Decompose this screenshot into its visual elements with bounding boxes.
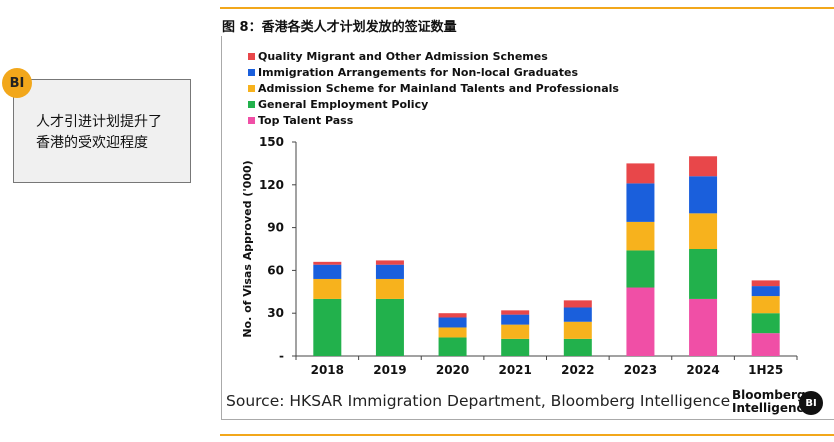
bar-segment	[689, 249, 718, 299]
legend-label: Quality Migrant and Other Admission Sche…	[258, 50, 548, 64]
bar-segment	[751, 296, 780, 314]
y-tick-label: 120	[259, 178, 284, 192]
bar-segment	[313, 264, 342, 279]
bloomberg-logo-text: Bloomberg Intelligence	[732, 389, 812, 415]
figure-title: 图 8：香港各类人才计划发放的签证数量	[222, 20, 457, 35]
bloomberg-bi-badge-icon: BI	[799, 391, 823, 415]
legend-item: Top Talent Pass	[248, 112, 619, 128]
y-tick-label: 60	[267, 263, 284, 277]
bar-segment	[751, 280, 780, 287]
bar-segment	[563, 307, 592, 322]
bar-segment	[438, 317, 467, 328]
bar-segment	[438, 313, 467, 318]
x-tick-label: 2020	[436, 363, 469, 377]
bar-segment	[375, 278, 404, 299]
bar-segment	[751, 333, 780, 356]
x-tick-label: 2019	[373, 363, 406, 377]
top-divider	[220, 7, 834, 9]
bar-segment	[626, 250, 655, 288]
bar-segment	[501, 338, 530, 356]
callout-box: 人才引进计划提升了 香港的受欢迎程度	[13, 79, 191, 183]
y-tick-label: 150	[259, 135, 284, 149]
bar-segment	[626, 183, 655, 222]
y-tick-label: -	[279, 349, 284, 363]
legend-item: General Employment Policy	[248, 96, 619, 112]
legend-item: Immigration Arrangements for Non-local G…	[248, 65, 619, 81]
legend-swatch	[248, 84, 255, 92]
legend-swatch	[248, 116, 255, 124]
legend-label: Top Talent Pass	[258, 113, 354, 127]
x-tick-label: 2024	[686, 363, 719, 377]
bar-segment	[626, 163, 655, 184]
bar-segment	[438, 337, 467, 356]
bar-segment	[563, 321, 592, 339]
legend-label: Immigration Arrangements for Non-local G…	[258, 66, 578, 80]
bar-segment	[501, 310, 530, 315]
panel-border-left	[221, 36, 222, 420]
y-tick-label: 90	[267, 221, 284, 235]
x-tick-label: 1H25	[748, 363, 783, 377]
bloomberg-logo-line-2: Intelligence	[732, 401, 812, 415]
bar-segment	[689, 213, 718, 249]
bar-segment	[689, 176, 718, 214]
bloomberg-logo-line-1: Bloomberg	[732, 388, 806, 402]
x-tick-label: 2018	[311, 363, 344, 377]
bar-segment	[438, 327, 467, 338]
bar-segment	[501, 314, 530, 325]
x-tick-label: 2021	[498, 363, 531, 377]
legend-swatch	[248, 53, 255, 61]
y-tick-label: 30	[267, 306, 284, 320]
bar-segment	[689, 298, 718, 356]
bar-segment	[313, 261, 342, 265]
chart-legend: Quality Migrant and Other Admission Sche…	[248, 49, 619, 128]
bar-segment	[751, 313, 780, 334]
callout-line-2: 香港的受欢迎程度	[36, 135, 148, 151]
legend-item: Admission Scheme for Mainland Talents an…	[248, 81, 619, 97]
source-note: Source: HKSAR Immigration Department, Bl…	[226, 392, 731, 410]
bar-segment	[375, 298, 404, 356]
bar-segment	[375, 260, 404, 265]
callout-line-1: 人才引进计划提升了	[36, 114, 162, 130]
x-tick-label: 2023	[624, 363, 657, 377]
y-axis-title: No. of Visas Approved ('000)	[241, 160, 254, 337]
panel-border-bottom	[221, 419, 834, 420]
bar-segment	[313, 298, 342, 356]
legend-item: Quality Migrant and Other Admission Sche…	[248, 49, 619, 65]
bar-segment	[563, 300, 592, 308]
legend-swatch	[248, 69, 255, 77]
bar-segment	[626, 287, 655, 356]
bar-segment	[375, 264, 404, 279]
bar-segment	[626, 221, 655, 251]
bar-segment	[313, 278, 342, 299]
bar-segment	[751, 286, 780, 297]
bar-segment	[563, 338, 592, 356]
x-tick-label: 2022	[561, 363, 594, 377]
bottom-divider	[220, 434, 834, 436]
bar-segment	[501, 324, 530, 339]
bi-badge-icon: BI	[2, 68, 32, 98]
legend-label: Admission Scheme for Mainland Talents an…	[258, 81, 619, 95]
legend-label: General Employment Policy	[258, 97, 429, 111]
bar-segment	[689, 156, 718, 177]
legend-swatch	[248, 100, 255, 108]
